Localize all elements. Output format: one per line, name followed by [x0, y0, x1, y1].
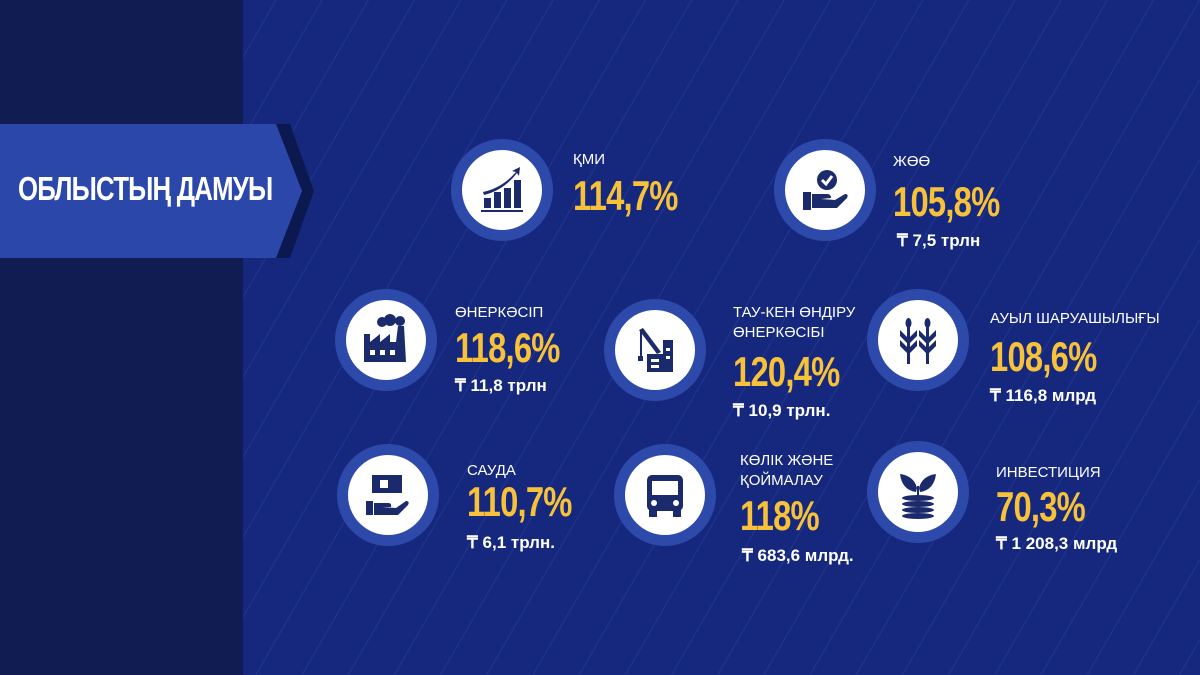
item-label: КӨЛІК ЖӘНЕ ҚОЙМАЛАУ — [740, 452, 834, 489]
item-value: 120,4% — [733, 348, 840, 395]
wheat-icon — [867, 289, 969, 391]
item-value: 105,8% — [893, 178, 1000, 225]
item-value: 110,7% — [467, 478, 572, 525]
item-label: ҚМИ — [573, 151, 606, 168]
item-value: 118% — [740, 492, 820, 539]
item-value: 108,6% — [990, 333, 1097, 380]
trade-hand-icon — [337, 444, 439, 546]
hand-check-icon — [774, 139, 876, 241]
item-amount: ₸ 11,8 трлн — [455, 376, 547, 395]
mining-crane-icon — [604, 299, 706, 401]
item-label: АУЫЛ ШАРУАШЫЛЫҒЫ — [990, 310, 1160, 327]
item-label: ИНВЕСТИЦИЯ — [996, 464, 1101, 481]
item-value: 70,3% — [996, 483, 1086, 530]
item-label: ТАУ-КЕН ӨНДІРУ ӨНЕРКӘСІБІ — [733, 304, 856, 341]
item-value: 114,7% — [573, 172, 678, 219]
item-amount: ₸ 10,9 трлн. — [733, 401, 831, 420]
item-amount: ₸ 1 208,3 млрд — [996, 534, 1118, 553]
item-amount: ₸ 116,8 млрд — [990, 386, 1096, 405]
bus-icon — [614, 444, 716, 546]
factory-icon — [335, 289, 437, 391]
item-value: 118,6% — [455, 324, 560, 371]
item-amount: ₸ 683,6 млрд. — [742, 546, 854, 565]
item-label: ӨНЕРКӘСІП — [455, 304, 544, 321]
growth-chart-icon — [451, 139, 553, 241]
left-sidebar — [0, 0, 243, 675]
title-banner — [0, 124, 302, 258]
item-label: САУДА — [467, 462, 516, 479]
investment-sprout-icon — [867, 441, 969, 543]
item-amount: ₸ 6,1 трлн. — [467, 533, 555, 552]
item-amount: ₸ 7,5 трлн — [897, 231, 981, 250]
page-title: ОБЛЫСТЫҢ ДАМУЫ — [18, 170, 273, 207]
item-label: ЖӨӨ — [893, 153, 931, 170]
